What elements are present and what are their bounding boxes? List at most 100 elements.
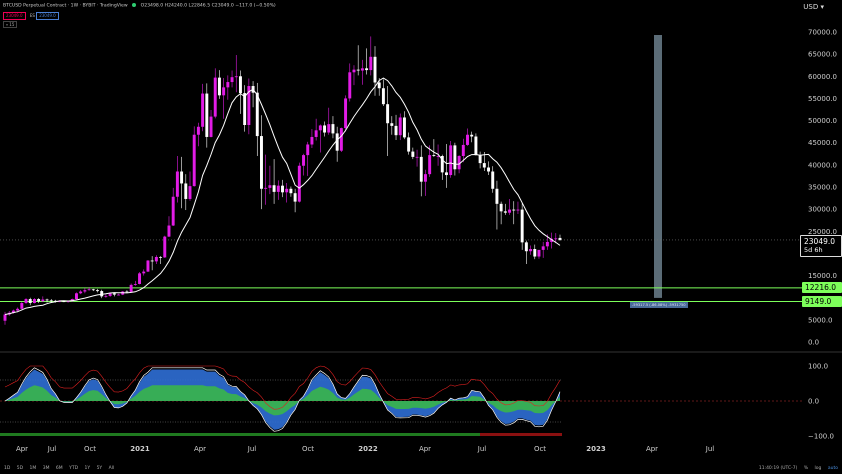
osc-tick-label: −100.0 [808, 433, 834, 441]
candle-body [196, 126, 200, 135]
candle-body [112, 293, 116, 295]
price-tag-alt[interactable]: 23049.0 [36, 12, 59, 20]
candle-body [529, 249, 533, 252]
timeframe-6m[interactable]: 6M [55, 466, 63, 471]
candle-body [419, 156, 423, 182]
candle-body [445, 172, 448, 176]
candle-body [75, 293, 78, 300]
y-tick-label: 35000.0 [808, 184, 837, 192]
candle-body [520, 209, 524, 243]
y-tick-label: 0.0 [808, 339, 819, 347]
candle-body [440, 156, 444, 173]
log-toggle[interactable]: log [814, 466, 822, 471]
candle-body [369, 56, 373, 71]
osc-tick-label: 0.0 [808, 398, 819, 406]
price-tag[interactable]: 23049.0 [3, 12, 26, 20]
timeframe-5d[interactable]: 5D [16, 466, 24, 471]
x-tick-label: Apr [646, 445, 658, 453]
candle-body [238, 76, 242, 94]
candle-body [264, 187, 268, 189]
trend-strip-bull [0, 433, 480, 436]
candle-body [91, 289, 95, 291]
candle-body [487, 167, 490, 172]
market-open-icon [132, 3, 137, 7]
candle-body [188, 186, 192, 199]
candle-body [297, 165, 301, 202]
candle-body [16, 308, 20, 311]
candle-body [276, 185, 280, 192]
candle-body [104, 295, 108, 297]
candle-body [432, 155, 436, 156]
candle-body [58, 301, 62, 303]
candle-body [289, 188, 293, 194]
candle-body [260, 136, 263, 189]
candle-body [390, 123, 394, 126]
candle-body [142, 271, 146, 274]
x-tick-label: Apr [16, 445, 28, 453]
y-tick-label: 60000.0 [808, 73, 837, 81]
candle-body [466, 134, 469, 145]
candle-body [108, 293, 112, 296]
candle-body [226, 82, 230, 88]
candle-body [482, 163, 486, 168]
candle-body [508, 209, 512, 213]
timeframe-all[interactable]: All [108, 466, 115, 471]
oscillator-signal-line [4, 367, 561, 432]
y-tick-label: 15000.0 [808, 272, 837, 280]
candle-body [180, 171, 184, 184]
candle-body [184, 183, 188, 199]
x-tick-label: Oct [302, 445, 314, 453]
candle-body [495, 188, 499, 204]
currency-selector[interactable]: USD ▾ [803, 3, 824, 11]
symbol-title[interactable]: BTCUSD Perpetual Contract · 1W · BYBIT ·… [3, 3, 128, 9]
percent-toggle[interactable]: % [803, 466, 809, 471]
timeframe-1y[interactable]: 1Y [84, 466, 91, 471]
y-tick-label: 5000.0 [808, 316, 833, 324]
candle-body [478, 155, 482, 164]
candle-body [217, 77, 221, 96]
timeframe-3m[interactable]: 3M [42, 466, 50, 471]
timeframe-5y[interactable]: 5Y [96, 466, 103, 471]
candle-body [167, 225, 171, 237]
oscillator-money-line [4, 365, 561, 410]
candle-body [327, 124, 331, 133]
candle-body [402, 117, 406, 138]
bar-countdown: 5d 6h [804, 246, 823, 254]
candle-body [524, 242, 528, 252]
candle-body [436, 156, 440, 157]
candle-body [150, 260, 154, 262]
candle-body [272, 185, 276, 192]
x-tick-label: Jul [247, 445, 257, 453]
y-tick-label: 50000.0 [808, 117, 837, 125]
candle-body [159, 256, 163, 258]
candle-body [411, 151, 415, 157]
timeframe-ytd[interactable]: YTD [69, 466, 79, 471]
candle-body [449, 145, 453, 176]
timeframe-1d[interactable]: 1D [4, 466, 11, 471]
y-tick-label: 25000.0 [808, 228, 837, 236]
candle-body [45, 299, 49, 301]
candle-body [323, 125, 327, 133]
candle-body [32, 299, 36, 304]
trend-strip-bear [480, 433, 562, 436]
candle-body [537, 249, 541, 257]
candle-body [554, 238, 558, 240]
oscillator-flow-area [5, 385, 560, 416]
candle-body [457, 156, 461, 170]
candle-body [171, 196, 175, 226]
candle-body [381, 88, 385, 105]
candle-body [20, 303, 24, 309]
candle-body [28, 299, 32, 304]
candle-body [373, 56, 377, 83]
candle-body [499, 203, 503, 212]
candle-body [348, 72, 352, 99]
indicator-toggle[interactable]: ▿ 15 [3, 21, 18, 28]
candle-body [356, 69, 360, 71]
auto-toggle[interactable]: auto [827, 466, 838, 471]
ohlc-readout: O23498.0 H24240.0 L22846.5 C23049.0 −117… [140, 3, 276, 9]
candle-body [407, 137, 411, 152]
timeframe-1m[interactable]: 1M [29, 466, 37, 471]
candle-body [503, 211, 507, 213]
candle-body [163, 236, 167, 258]
